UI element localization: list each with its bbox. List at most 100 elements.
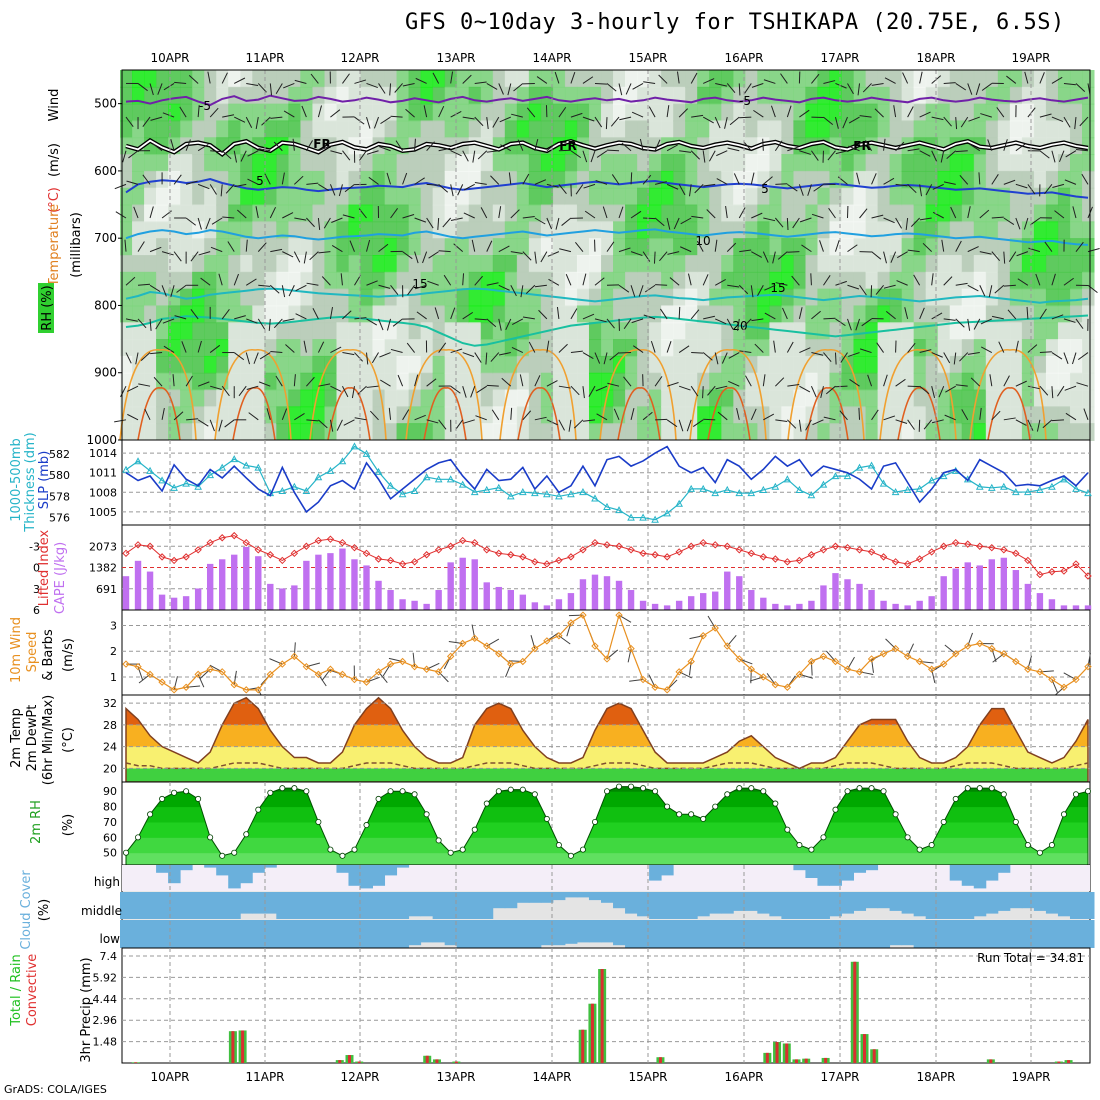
rh-cell <box>300 154 313 172</box>
wind-barb <box>498 206 502 219</box>
rh-cell <box>757 271 770 290</box>
rh-cell <box>1082 271 1095 290</box>
rh-cell <box>132 339 145 357</box>
rh-cell <box>468 120 482 139</box>
rh-cell <box>1045 238 1059 256</box>
rh-cell <box>745 154 758 172</box>
wind-barb <box>336 419 343 431</box>
rh-cell <box>312 288 325 307</box>
wind-barb <box>179 106 187 118</box>
rh-cell <box>985 355 999 374</box>
rh-cell <box>625 305 638 324</box>
wind-barb <box>967 318 971 331</box>
wind-barb <box>953 352 957 365</box>
rh-cell <box>1069 120 1083 139</box>
ylabel-wind: Wind <box>47 89 62 122</box>
rh-cell <box>1021 271 1035 290</box>
li-point <box>1036 570 1044 579</box>
rh-cell <box>853 187 867 206</box>
wind-barb <box>967 246 979 253</box>
wind-barb <box>268 318 271 331</box>
thickness-point <box>771 482 780 490</box>
cloud-bar <box>576 920 590 943</box>
cloud-bar <box>588 892 602 901</box>
rh-point <box>255 806 262 813</box>
wind-barb <box>127 413 139 421</box>
wind-barb <box>570 308 578 320</box>
rh-cell <box>625 423 638 441</box>
rh-cell <box>552 120 566 139</box>
rh-cell <box>781 70 794 88</box>
rh-cell <box>216 154 229 172</box>
wind-barb <box>366 385 379 388</box>
ylabel-2m-dewpt: 2m DewPt <box>25 705 40 772</box>
rh-point <box>976 785 983 792</box>
rh-cell <box>180 271 193 290</box>
rh-cell <box>1033 120 1047 139</box>
rh-cell <box>156 70 169 88</box>
rh-cell <box>865 204 879 223</box>
cloud-bar <box>637 892 650 917</box>
wind-barb <box>798 307 803 320</box>
cloud-bar <box>540 920 554 946</box>
rh-cell <box>588 204 602 223</box>
rh-cell <box>961 271 975 290</box>
rh-cell <box>877 154 891 172</box>
rh-cell <box>649 170 662 189</box>
wind-barb <box>1051 76 1063 84</box>
wind-barb <box>369 410 379 421</box>
rh-cell <box>1082 305 1095 324</box>
rh-cell <box>492 154 506 172</box>
rh-cell <box>204 187 217 206</box>
wind-barb <box>209 107 219 118</box>
wind-barb <box>273 318 283 329</box>
rh-cell <box>252 288 265 307</box>
wind-barb <box>702 150 706 163</box>
rh-cell <box>745 372 758 391</box>
wind-speed-point <box>386 660 395 668</box>
rh-cell <box>336 221 349 240</box>
cloud-bar <box>925 920 939 948</box>
rh-cell <box>913 255 927 273</box>
wind-barb <box>632 83 644 90</box>
rh-cell <box>156 389 169 408</box>
wind-barb <box>970 377 981 387</box>
rh-cell <box>372 154 386 172</box>
rh-cell <box>1069 154 1083 172</box>
rh-cell <box>697 355 710 374</box>
rh-cell <box>540 204 554 223</box>
wind-barb <box>386 318 392 331</box>
rh-cell <box>240 389 253 408</box>
rh-cell <box>432 339 446 357</box>
wind-barbs <box>114 71 1100 432</box>
thickness-point <box>122 465 130 473</box>
wind-barb <box>919 111 931 118</box>
li-point <box>1048 568 1056 576</box>
wind-barb <box>714 352 719 365</box>
wind-speed-point <box>603 655 611 663</box>
wind-barb <box>1028 247 1041 253</box>
wind-barb <box>233 77 246 84</box>
cloud-bar <box>841 865 854 881</box>
thickness-point <box>867 461 876 469</box>
wind-barb <box>423 105 428 118</box>
rh-cell <box>1033 221 1047 240</box>
rh-cell <box>673 372 686 391</box>
rh-cell <box>468 271 482 290</box>
rh-cell <box>444 406 458 425</box>
cloud-bar <box>180 892 193 919</box>
rh-cell <box>168 103 181 122</box>
wind-barb <box>666 217 671 230</box>
rh-cell <box>817 204 830 223</box>
wind-barb <box>349 240 355 252</box>
rh-cell <box>168 221 181 240</box>
wind-barb <box>610 116 620 127</box>
wind-barb <box>511 113 523 118</box>
wind-barb <box>791 275 800 286</box>
rh-cell <box>456 86 470 105</box>
wind-barb <box>847 83 854 95</box>
rh-cell <box>576 423 590 441</box>
cloud-bar <box>1009 892 1023 909</box>
rh-cell <box>673 204 686 223</box>
rh-cell <box>264 271 277 290</box>
